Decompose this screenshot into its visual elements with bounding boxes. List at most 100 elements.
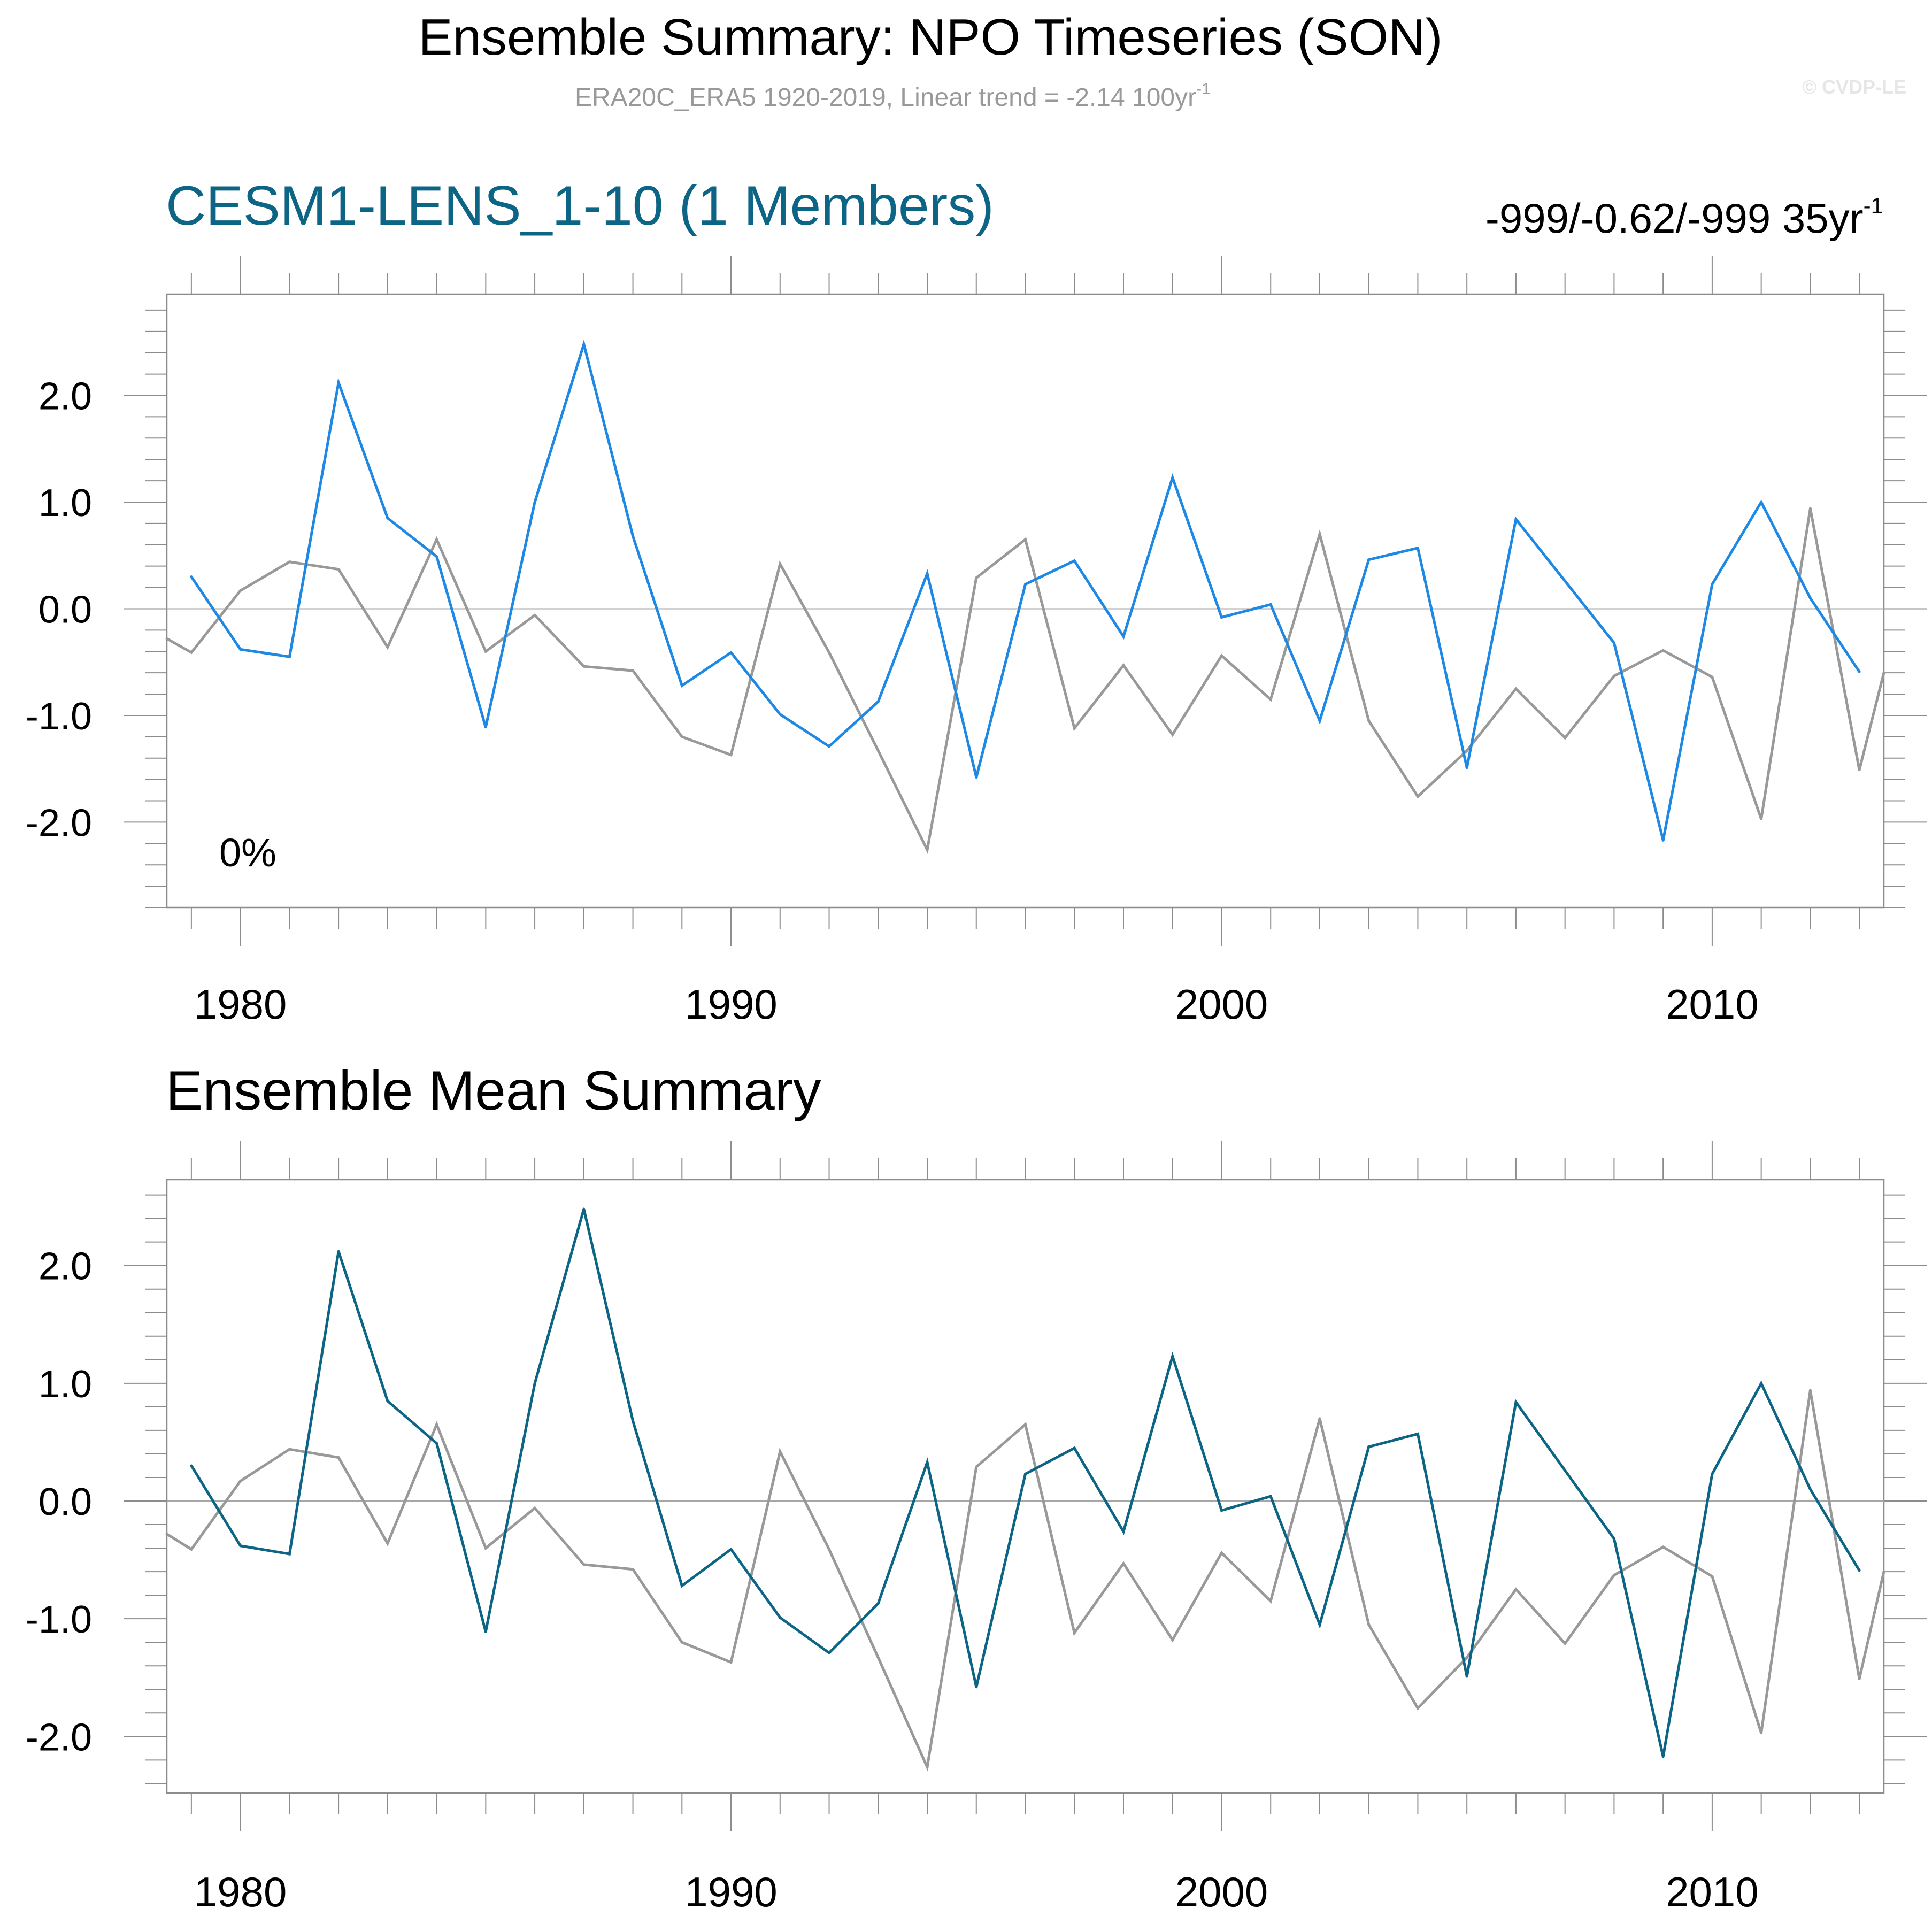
bottom-point-observation — [1367, 1623, 1371, 1626]
bottom-point-model-mean — [1220, 1509, 1223, 1512]
bottom-point-model-mean — [386, 1399, 389, 1403]
top-point-observation — [1269, 698, 1272, 701]
bottom-point-model-mean — [435, 1442, 438, 1445]
bottom-point-observation — [876, 1656, 880, 1659]
top-point-model — [1024, 583, 1027, 586]
top-point-observation — [239, 589, 242, 592]
top-point-observation — [1808, 507, 1812, 510]
top-point-observation — [1073, 727, 1076, 730]
bottom-point-observation — [239, 1480, 242, 1483]
top-point-model — [828, 745, 831, 748]
bottom-point-observation — [975, 1465, 978, 1468]
bottom-point-model-mean — [1465, 1675, 1468, 1678]
top-point-observation — [1122, 664, 1125, 667]
bottom-point-observation — [1073, 1631, 1076, 1635]
bottom-plot-frame — [166, 1179, 1885, 1794]
top-panel-trend-superscript: -1 — [1864, 193, 1883, 218]
bottom-point-model-mean — [1367, 1445, 1371, 1449]
bottom-y-tick-label: -1.0 — [26, 1598, 92, 1641]
top-point-observation — [1416, 795, 1419, 798]
top-point-observation — [582, 665, 586, 668]
bottom-point-observation — [1882, 1570, 1885, 1573]
top-point-observation — [975, 576, 978, 580]
top-point-observation — [1171, 733, 1174, 736]
bottom-point-observation — [1269, 1599, 1272, 1603]
main-title: Ensemble Summary: NPO Timeseries (SON) — [418, 9, 1442, 66]
bottom-point-observation — [1318, 1417, 1321, 1420]
top-point-observation — [165, 637, 168, 640]
bottom-point-observation — [632, 1568, 635, 1571]
bottom-point-model-mean — [484, 1630, 487, 1633]
copyright-label: © CVDP-LE — [1802, 76, 1906, 98]
bottom-point-observation — [828, 1548, 831, 1551]
top-series-observation — [166, 508, 1885, 855]
top-x-tick-label: 2010 — [1666, 981, 1759, 1028]
bottom-point-observation — [1760, 1731, 1763, 1735]
bottom-point-model-mean — [1416, 1433, 1419, 1436]
bottom-point-observation — [1808, 1389, 1812, 1392]
bottom-point-model-mean — [1024, 1472, 1027, 1475]
subtitle: ERA20C_ERA5 1920-2019, Linear trend = -2… — [575, 80, 1211, 112]
bottom-point-observation — [1612, 1574, 1615, 1577]
bottom-point-observation — [484, 1546, 487, 1550]
bottom-point-model-mean — [1612, 1537, 1615, 1540]
top-point-observation — [876, 749, 880, 752]
top-point-model — [1465, 766, 1468, 769]
top-point-model — [288, 655, 291, 658]
top-point-observation — [1612, 674, 1615, 678]
bottom-panel-plot: 2.0 1.0 0.0 -1.0 -2.0 1980 1990 2000 2010 — [26, 1141, 1927, 1915]
bottom-point-model-mean — [1122, 1530, 1125, 1533]
top-point-model — [1760, 501, 1763, 504]
top-point-observation — [1661, 649, 1665, 652]
bottom-point-observation — [1711, 1575, 1714, 1578]
bottom-point-observation — [190, 1548, 193, 1551]
top-point-observation — [1564, 736, 1567, 740]
bottom-point-model-mean — [828, 1651, 831, 1654]
top-x-tick-label: 1980 — [194, 981, 287, 1028]
top-y-tick-label: 2.0 — [39, 375, 92, 418]
top-point-observation — [386, 645, 389, 649]
bottom-point-model-mean — [680, 1584, 683, 1588]
top-point-observation — [926, 848, 929, 851]
top-point-observation — [1514, 687, 1518, 690]
bottom-point-model-mean — [729, 1548, 733, 1551]
top-point-model — [1073, 559, 1076, 563]
bottom-point-observation — [582, 1563, 586, 1566]
top-point-observation — [1318, 533, 1321, 536]
bottom-point-model-mean — [239, 1544, 242, 1548]
top-point-model — [533, 501, 536, 504]
top-point-observation — [337, 568, 340, 571]
top-point-model — [1564, 580, 1567, 583]
top-point-model — [1318, 719, 1321, 722]
bottom-point-observation — [288, 1448, 291, 1451]
bottom-point-model-mean — [1760, 1382, 1763, 1385]
top-series-model — [190, 339, 1861, 841]
bottom-point-model-mean — [1514, 1400, 1518, 1404]
top-point-observation — [779, 563, 782, 566]
bottom-point-model-mean — [1808, 1488, 1812, 1491]
top-point-model — [1171, 476, 1174, 479]
bottom-point-model-mean — [926, 1460, 929, 1464]
top-point-model — [729, 651, 733, 654]
top-point-observation — [632, 669, 635, 672]
top-point-model — [1220, 615, 1223, 619]
bottom-point-model-mean — [1171, 1355, 1174, 1358]
top-point-model — [484, 726, 487, 729]
top-point-model — [435, 555, 438, 558]
top-y-tick-label: 0.0 — [39, 588, 92, 631]
top-point-observation — [190, 651, 193, 654]
top-panel-trend: -999/-0.62/-999 35yr-1 — [1485, 193, 1883, 242]
top-point-model — [779, 713, 782, 716]
top-point-model — [1514, 518, 1518, 521]
top-point-observation — [729, 753, 733, 757]
top-x-tick-label: 1990 — [684, 981, 778, 1028]
top-point-model — [975, 776, 978, 779]
bottom-point-model-mean — [1269, 1495, 1272, 1498]
bottom-point-model-mean — [1661, 1755, 1665, 1758]
top-point-observation — [435, 538, 438, 541]
bottom-point-model-mean — [975, 1686, 978, 1689]
top-point-model — [386, 517, 389, 520]
bottom-point-observation — [1514, 1588, 1518, 1591]
bottom-point-model-mean — [288, 1552, 291, 1556]
